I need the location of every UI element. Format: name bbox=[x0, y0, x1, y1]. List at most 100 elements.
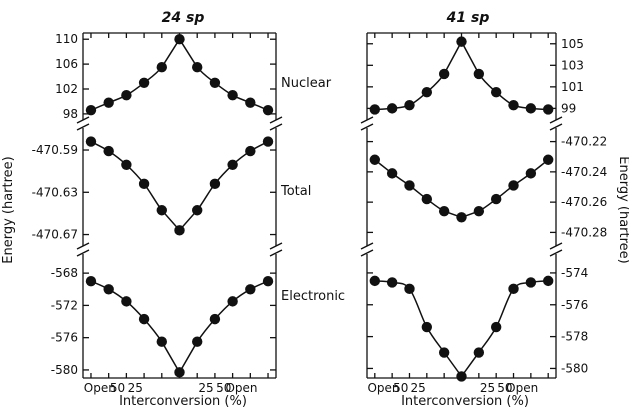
left-axis-break-mark bbox=[76, 242, 90, 250]
left-total-data-point bbox=[85, 136, 97, 147]
left-electronic-data-point bbox=[209, 313, 221, 325]
right-electronic-data-point bbox=[525, 277, 537, 288]
left-total-data-point bbox=[227, 159, 238, 171]
right-total-data-point bbox=[542, 154, 554, 165]
left-total-data-point bbox=[103, 145, 114, 157]
right-nuclear-series-line bbox=[374, 40, 549, 111]
left-axis-break-gap bbox=[272, 120, 280, 128]
left-total-data-point bbox=[121, 159, 132, 171]
right-chart-title: 41 sp bbox=[446, 10, 490, 26]
left-total-data-point bbox=[262, 136, 274, 147]
left-nuclear-data-point bbox=[262, 104, 274, 116]
right-axis-break-mark bbox=[549, 242, 563, 250]
left-x-tick-label: 25 bbox=[128, 381, 143, 395]
right-axis-break-mark bbox=[360, 249, 374, 257]
right-total-y-tick-label: -470.22 bbox=[561, 135, 607, 149]
right-total-data-point bbox=[421, 193, 433, 205]
left-nuclear-data-point bbox=[138, 77, 150, 88]
panel-label-total: Total bbox=[280, 184, 311, 199]
left-nuclear-data-point bbox=[174, 34, 185, 45]
right-electronic-data-point bbox=[386, 277, 398, 288]
left-electronic-data-point bbox=[262, 276, 274, 287]
left-nuclear-data-point bbox=[103, 97, 114, 108]
left-nuclear-y-tick-label: 98 bbox=[63, 107, 78, 121]
left-electronic-data-point bbox=[245, 284, 256, 295]
left-nuclear-data-point bbox=[209, 77, 221, 88]
right-electronic-data-point bbox=[542, 275, 554, 287]
right-nuclear-y-tick-label: 101 bbox=[561, 80, 584, 94]
right-axis-break-mark bbox=[549, 249, 563, 257]
right-axis-break-gap bbox=[363, 246, 371, 254]
left-nuclear-data-point bbox=[85, 104, 97, 116]
right-x-tick-label: 25 bbox=[411, 381, 426, 395]
right-electronic-y-tick-label: -574 bbox=[561, 266, 588, 280]
right-total-series-line bbox=[374, 159, 549, 219]
left-x-tick-label: Open bbox=[84, 381, 116, 395]
left-electronic-y-tick-label: -580 bbox=[51, 363, 78, 377]
right-electronic-data-point bbox=[490, 321, 502, 333]
left-axis-break-mark bbox=[76, 249, 90, 257]
right-electronic-y-tick-label: -578 bbox=[561, 330, 588, 344]
left-electronic-y-tick-label: -568 bbox=[51, 266, 78, 280]
left-axis-break-mark bbox=[76, 116, 90, 124]
left-nuclear-data-point bbox=[156, 62, 167, 73]
left-electronic-data-point bbox=[192, 336, 203, 347]
left-total-y-tick-label: -470.59 bbox=[32, 143, 78, 157]
left-total-data-point bbox=[138, 178, 150, 190]
right-axis-break-mark bbox=[360, 123, 374, 131]
left-axis-break-mark bbox=[269, 242, 283, 250]
right-nuclear-data-point bbox=[456, 36, 467, 47]
right-x-tick-label: Open bbox=[506, 381, 538, 395]
right-total-data-point bbox=[404, 180, 415, 191]
right-nuclear-data-point bbox=[421, 87, 433, 98]
right-electronic-data-point bbox=[421, 321, 433, 333]
left-x-axis-label: Interconversion (%) bbox=[119, 394, 247, 409]
left-nuclear-y-tick-label: 106 bbox=[55, 57, 78, 71]
left-total-data-point bbox=[245, 145, 256, 157]
left-total-data-point bbox=[174, 225, 185, 236]
right-x-tick-label: Open bbox=[367, 381, 399, 395]
right-total-y-tick-label: -470.26 bbox=[561, 195, 607, 209]
right-electronic-data-point bbox=[456, 371, 467, 382]
right-nuclear-data-point bbox=[473, 68, 485, 80]
left-axis-break-gap bbox=[79, 120, 87, 128]
right-total-data-point bbox=[369, 154, 381, 165]
left-nuclear-data-point bbox=[227, 90, 238, 101]
left-electronic-data-point bbox=[174, 367, 185, 378]
left-total-data-point bbox=[209, 178, 221, 190]
right-x-tick-label: 50 bbox=[393, 381, 408, 395]
left-axis-break-mark bbox=[269, 249, 283, 257]
left-x-tick-label: 25 bbox=[198, 381, 213, 395]
right-x-tick-label: 50 bbox=[497, 381, 512, 395]
right-axis-break-gap bbox=[363, 120, 371, 128]
left-axis-break-gap bbox=[272, 246, 280, 254]
right-electronic-series-line bbox=[374, 280, 549, 378]
right-electronic-data-point bbox=[473, 347, 485, 358]
left-electronic-data-point bbox=[121, 296, 132, 307]
left-axis-break-mark bbox=[269, 123, 283, 131]
right-x-tick-label: 25 bbox=[480, 381, 495, 395]
right-axis-break-gap bbox=[552, 246, 560, 254]
left-electronic-y-tick-label: -572 bbox=[51, 298, 78, 312]
left-x-tick-label: Open bbox=[225, 381, 257, 395]
left-electronic-data-point bbox=[156, 336, 167, 347]
right-nuclear-data-point bbox=[386, 103, 398, 114]
left-x-tick-label: 50 bbox=[216, 381, 231, 395]
left-nuclear-y-tick-label: 102 bbox=[55, 82, 78, 96]
left-x-tick-label: 50 bbox=[110, 381, 125, 395]
right-axis-break-mark bbox=[549, 116, 563, 124]
right-total-data-point bbox=[508, 180, 519, 191]
left-nuclear-data-point bbox=[121, 90, 132, 101]
right-total-y-tick-label: -470.24 bbox=[561, 165, 607, 179]
left-electronic-y-tick-label: -576 bbox=[51, 331, 78, 345]
right-total-data-point bbox=[456, 212, 467, 223]
right-x-axis-label: Interconversion (%) bbox=[401, 394, 529, 409]
right-nuclear-data-point bbox=[542, 104, 554, 115]
panel-label-electronic: Electronic bbox=[281, 289, 345, 304]
left-total-y-tick-label: -470.67 bbox=[32, 228, 78, 242]
right-electronic-data-point bbox=[369, 275, 381, 287]
left-nuclear-y-tick-label: 110 bbox=[55, 32, 78, 46]
